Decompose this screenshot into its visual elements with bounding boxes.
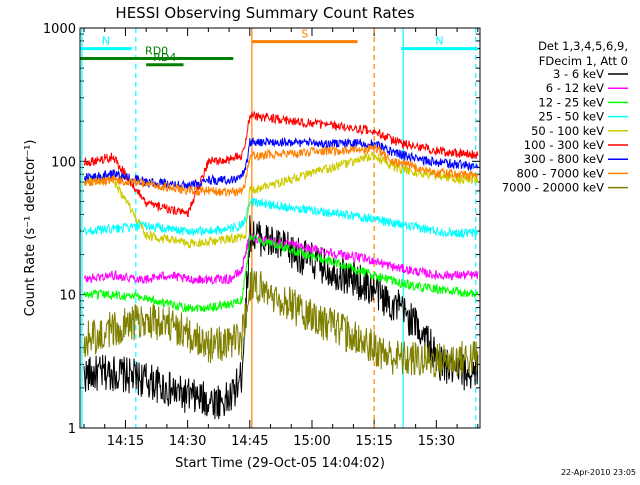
- annotation-label: RD0: [145, 45, 168, 58]
- series-line: [83, 268, 479, 379]
- x-tick-label: 15:30: [418, 434, 455, 449]
- legend-entry-label: 7000 - 20000 keV: [502, 181, 604, 195]
- legend-header-line: Det 1,3,4,5,6,9,: [538, 39, 628, 53]
- annotation-label: S: [301, 28, 308, 41]
- legend-entry-label: 100 - 300 keV: [524, 138, 604, 152]
- chart-title: HESSI Observing Summary Count Rates: [115, 4, 414, 22]
- series-line: [83, 197, 479, 240]
- x-tick-label: 14:15: [107, 434, 144, 449]
- series-line: [83, 233, 479, 285]
- annotation-label: N: [102, 35, 110, 48]
- series-line: [83, 233, 479, 313]
- y-tick-label: 10: [59, 289, 76, 304]
- y-tick-label: 100: [51, 155, 76, 170]
- series-line: [83, 215, 479, 420]
- annotation-label: RD4: [153, 51, 176, 64]
- legend-entry-label: 300 - 800 keV: [524, 152, 604, 166]
- footer-timestamp: 22-Apr-2010 23:05: [561, 468, 636, 477]
- x-tick-label: 15:15: [355, 434, 392, 449]
- annotation-label: N: [435, 35, 443, 48]
- series-line: [83, 110, 479, 218]
- x-tick-label: 14:30: [169, 434, 206, 449]
- plot-frame: [79, 27, 481, 429]
- legend-entry-label: 12 - 25 keV: [538, 95, 604, 109]
- x-tick-label: 14:45: [231, 434, 268, 449]
- legend-entry-label: 50 - 100 keV: [531, 124, 604, 138]
- y-tick-label: 1000: [43, 22, 76, 37]
- series-line: [83, 143, 479, 197]
- x-axis-label: Start Time (29-Oct-05 14:04:02): [175, 456, 385, 471]
- legend-entry-label: 25 - 50 keV: [538, 110, 604, 124]
- legend-entry-label: 800 - 7000 keV: [516, 166, 604, 180]
- series-line: [83, 136, 479, 192]
- y-tick-label: 1: [68, 422, 76, 437]
- legend-entry-label: 6 - 12 keV: [546, 81, 604, 95]
- y-axis-label: Count Rate (s⁻¹ detector⁻¹): [23, 140, 38, 317]
- legend-header-line: FDecim 1, Att 0: [539, 54, 628, 68]
- x-tick-label: 15:00: [293, 434, 330, 449]
- legend-entry-label: 3 - 6 keV: [553, 67, 604, 81]
- series-line: [83, 150, 479, 249]
